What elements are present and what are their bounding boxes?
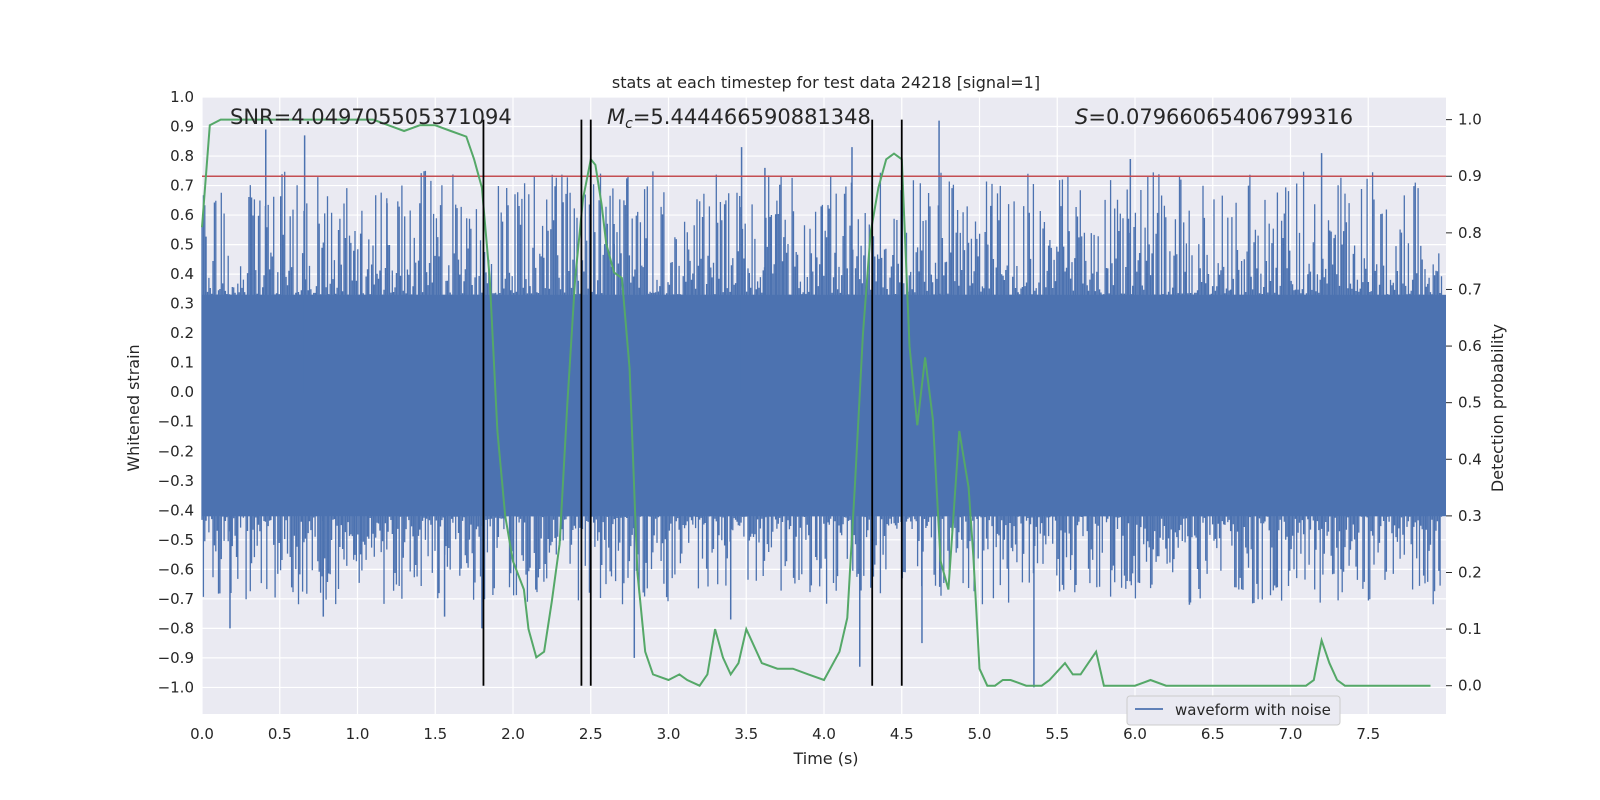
y-tick-label-right: 0.3 bbox=[1458, 507, 1482, 525]
y-tick-label-left: 0.6 bbox=[170, 206, 194, 224]
snr-annotation: SNR=4.049705505371094 bbox=[230, 105, 512, 129]
y-tick-label-left: −0.9 bbox=[158, 649, 194, 667]
x-tick-label: 7.5 bbox=[1356, 725, 1380, 743]
x-tick-label: 2.0 bbox=[501, 725, 525, 743]
s-symbol: S bbox=[1075, 105, 1088, 129]
y-tick-label-left: −0.4 bbox=[158, 501, 194, 519]
legend: waveform with noise bbox=[1126, 695, 1341, 726]
y-tick-label-left: 0.2 bbox=[170, 324, 194, 342]
y-tick-label-left: 0.3 bbox=[170, 295, 194, 313]
y-tick-label-left: 0.7 bbox=[170, 177, 194, 195]
y-tick-label-right: 0.1 bbox=[1458, 620, 1482, 638]
y-tick-label-left: −1.0 bbox=[158, 678, 194, 696]
detection-probability-series bbox=[201, 118, 1431, 687]
x-tick-label: 6.5 bbox=[1201, 725, 1225, 743]
legend-box bbox=[1126, 695, 1341, 726]
y-tick-label-left: −0.5 bbox=[158, 531, 194, 549]
y-tick-label-left: 0.5 bbox=[170, 236, 194, 254]
y-tick-label-right: 0.7 bbox=[1458, 280, 1482, 298]
mc-symbol: M bbox=[607, 105, 625, 129]
y-tick-label-left: −0.3 bbox=[158, 472, 194, 490]
y-tick-label-left: −0.1 bbox=[158, 413, 194, 431]
vertical-markers bbox=[482, 119, 903, 686]
y-axis-label-left: Whitened strain bbox=[124, 344, 143, 471]
y-tick-label-right: 0.9 bbox=[1458, 167, 1482, 185]
s-value: =0.07966065406799316 bbox=[1088, 105, 1353, 129]
y-tick-label-right: 0.4 bbox=[1458, 450, 1482, 468]
mc-subscript: c bbox=[625, 116, 633, 132]
y-tick-label-left: 0.8 bbox=[170, 147, 194, 165]
x-axis-label: Time (s) bbox=[792, 749, 858, 768]
axis-ticks: 0.0 0.5 1.0 1.5 2.0 2.5 3.0 3.5 4.0 4.5 5.0 5.5 6.0 6… bbox=[158, 88, 1482, 743]
y-tick-label-left: −0.6 bbox=[158, 560, 194, 578]
y-tick-label-right: 0.6 bbox=[1458, 337, 1482, 355]
y-tick-label-right: 1.0 bbox=[1458, 111, 1482, 129]
y-axis-label-right: Detection probability bbox=[1488, 324, 1507, 492]
x-tick-label: 1.0 bbox=[346, 725, 370, 743]
mc-value: =5.444466590881348 bbox=[633, 105, 871, 129]
y-tick-label-left: 0.9 bbox=[170, 118, 194, 136]
probability-line bbox=[201, 118, 1431, 687]
chart-title: stats at each timestep for test data 242… bbox=[612, 73, 1040, 92]
waveform-noise bbox=[201, 170, 1443, 605]
x-tick-label: 4.5 bbox=[890, 725, 914, 743]
y-tick-label-right: 0.0 bbox=[1458, 677, 1482, 695]
y-tick-label-left: −0.8 bbox=[158, 619, 194, 637]
chirp-mass-annotation: Mc=5.444466590881348 bbox=[607, 105, 871, 132]
x-tick-label: 6.0 bbox=[1123, 725, 1147, 743]
y-tick-label-right: 0.8 bbox=[1458, 224, 1482, 242]
x-tick-label: 0.0 bbox=[190, 725, 214, 743]
x-tick-label: 2.5 bbox=[579, 725, 603, 743]
y-tick-label-left: 0.0 bbox=[170, 383, 194, 401]
x-tick-label: 7.0 bbox=[1279, 725, 1303, 743]
waveform-series bbox=[201, 120, 1446, 688]
legend-label: waveform with noise bbox=[1175, 701, 1331, 719]
y-tick-label-right: 0.5 bbox=[1458, 394, 1482, 412]
x-tick-label: 3.5 bbox=[734, 725, 758, 743]
x-tick-label: 3.0 bbox=[657, 725, 681, 743]
y-tick-label-left: −0.7 bbox=[158, 590, 194, 608]
x-tick-label: 5.5 bbox=[1045, 725, 1069, 743]
x-tick-label: 5.0 bbox=[968, 725, 992, 743]
x-tick-label: 4.0 bbox=[812, 725, 836, 743]
y-tick-label-left: 0.4 bbox=[170, 265, 194, 283]
y-tick-label-left: −0.2 bbox=[158, 442, 194, 460]
y-tick-label-left: 0.1 bbox=[170, 354, 194, 372]
y-tick-label-right: 0.2 bbox=[1458, 563, 1482, 581]
y-tick-label-left: 1.0 bbox=[170, 88, 194, 106]
x-tick-label: 1.5 bbox=[423, 725, 447, 743]
x-tick-label: 0.5 bbox=[268, 725, 292, 743]
s-annotation: S=0.07966065406799316 bbox=[1075, 105, 1353, 129]
